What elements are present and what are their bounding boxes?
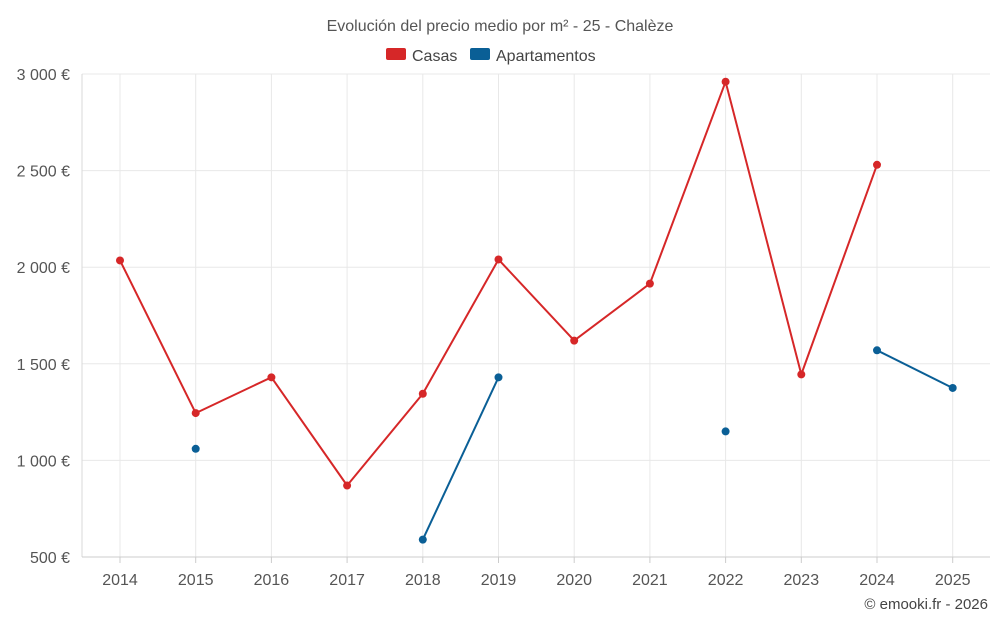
x-tick-label: 2015 [178,572,214,589]
data-point-casas-2017 [343,481,352,490]
data-point-apartamentos-2024 [873,346,881,355]
x-tick-label: 2023 [784,572,820,589]
x-tick-label: 2022 [708,572,744,589]
chart-title: Evolución del precio medio por m² - 25 -… [327,18,674,35]
legend-label-casas: Casas [412,48,457,65]
x-tick-label: 2016 [254,572,290,589]
data-point-casas-2015 [191,409,200,418]
data-point-apartamentos-2022 [721,427,730,436]
data-point-casas-2016 [267,373,276,382]
axis-layer: 500 € 1 000 € 1 500 € 2 000 € 2 500 € 3 000 €… [17,67,990,589]
x-tick-label: 2018 [405,572,441,589]
x-tick-label: 2019 [481,572,517,589]
legend-swatch-casas [386,48,406,60]
x-tick-label: 2014 [102,572,138,589]
series-apartamentos [191,346,957,544]
y-tick-label: 500 € [30,550,70,567]
data-point-casas-2020 [570,336,579,345]
data-point-casas-2023 [797,370,806,379]
grid-layer [82,73,990,558]
data-point-apartamentos-2019 [494,373,503,382]
x-tick-label: 2025 [935,572,971,589]
legend-item-casas[interactable]: Casas [386,48,457,65]
series-layer [116,77,957,544]
data-point-apartamentos-2015 [191,444,200,453]
data-point-casas-2022 [721,77,730,86]
data-point-casas-2014 [116,256,124,265]
data-point-casas-2018 [418,389,427,398]
legend: Casas Apartamentos [386,48,596,65]
credit-text: © emooki.fr - 2026 [864,596,988,613]
legend-swatch-apartamentos [470,48,490,60]
series-casas [116,77,881,490]
x-tick-label: 2017 [329,572,365,589]
legend-label-apartamentos: Apartamentos [496,48,596,65]
x-tick-label: 2024 [859,572,895,589]
data-point-casas-2019 [494,255,503,264]
y-tick-label: 3 000 € [17,67,70,84]
y-tick-label: 2 500 € [17,164,70,181]
x-tick-label: 2021 [632,572,668,589]
data-point-casas-2021 [645,279,654,288]
series-line-apartamentos [421,376,500,541]
legend-item-apartamentos[interactable]: Apartamentos [470,48,596,65]
y-tick-label: 2 000 € [17,260,70,277]
series-line-apartamentos [876,349,954,389]
y-tick-label: 1 000 € [17,453,70,470]
y-tick-label: 1 500 € [17,357,70,374]
data-point-apartamentos-2025 [948,383,957,392]
data-point-apartamentos-2018 [418,535,427,544]
x-tick-label: 2020 [556,572,592,589]
data-point-casas-2024 [873,160,881,169]
